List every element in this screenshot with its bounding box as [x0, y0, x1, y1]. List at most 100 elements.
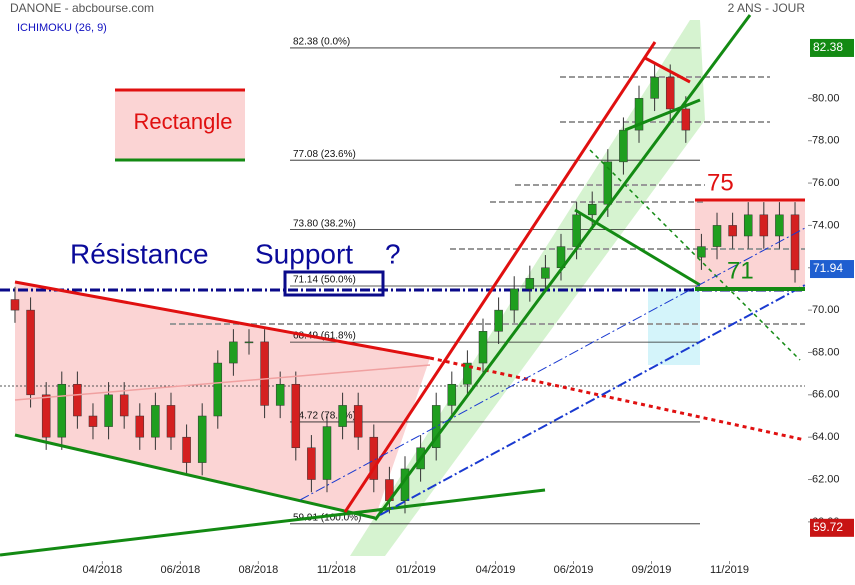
candle-body	[619, 129, 628, 163]
fib-label: 71.14 (50.0%)	[293, 275, 356, 286]
candle-body	[119, 394, 129, 417]
candle-body	[790, 214, 800, 271]
candle-body	[572, 214, 581, 247]
y-tick-label: 70.00	[812, 304, 840, 316]
candle-body	[41, 394, 51, 438]
fib-label: 77.08 (23.6%)	[293, 149, 356, 160]
candle-body	[775, 214, 784, 237]
price-box	[810, 260, 854, 279]
fib-label: 68.49 (61.8%)	[293, 331, 356, 342]
candle-body	[197, 415, 207, 463]
x-tick-label: 09/2019	[632, 564, 672, 576]
highlight-box	[283, 270, 385, 297]
candle-body	[681, 108, 691, 131]
candle-body	[431, 405, 441, 449]
candle-body	[57, 383, 67, 438]
candle-body	[88, 415, 98, 427]
candle-body	[494, 309, 503, 332]
gap-box	[648, 290, 700, 365]
candle-body	[135, 415, 145, 438]
candle-body	[369, 436, 379, 480]
x-tick-label: 06/2018	[160, 564, 200, 576]
period: 2 ANS - JOUR	[728, 1, 806, 15]
x-tick-label: 04/2019	[476, 564, 516, 576]
candle-body	[151, 405, 160, 438]
legend-rect	[115, 90, 245, 160]
candle-body	[213, 362, 223, 417]
x-tick-label: 11/2018	[317, 564, 356, 576]
trend-line	[14, 364, 431, 401]
candle-body	[166, 405, 176, 438]
x-tick-label: 04/2018	[82, 564, 122, 576]
y-tick-label: 64.00	[812, 431, 840, 443]
candle-body	[759, 214, 769, 237]
annotation: Rectangle	[133, 109, 232, 134]
candle-body	[260, 341, 269, 406]
annotation: Résistance	[70, 238, 209, 269]
annotation: Support	[255, 238, 353, 269]
candle-body	[322, 426, 332, 480]
price-box	[810, 38, 854, 57]
indicator: ICHIMOKU (26, 9)	[17, 22, 107, 34]
candle-body	[307, 447, 316, 480]
y-tick-label: 76.00	[812, 177, 840, 189]
fib-label: 59.91 (100.0%)	[293, 512, 361, 523]
candle-body	[275, 383, 285, 406]
candle-body	[541, 267, 550, 279]
trend-line	[624, 98, 701, 132]
candle-body	[478, 331, 488, 364]
candle-body	[743, 214, 753, 237]
trend-line	[379, 284, 806, 516]
y-tick-label: 74.00	[812, 219, 840, 231]
annotation: 75	[707, 169, 734, 196]
annotation: ?	[385, 238, 401, 269]
trend-line	[373, 14, 752, 521]
trend-line	[589, 149, 801, 361]
trend-line	[644, 56, 691, 84]
candle-body	[463, 362, 472, 385]
y-tick-label: 66.00	[812, 389, 840, 401]
candle-body	[244, 341, 254, 344]
fib-label: 73.80 (38.2%)	[293, 218, 356, 229]
y-tick-label: 68.00	[812, 346, 840, 358]
candle-body	[650, 76, 659, 99]
fib-label: 64.72 (78.6%)	[293, 411, 356, 422]
trend-line	[574, 208, 701, 287]
price-box	[810, 518, 854, 537]
x-tick-label: 01/2019	[396, 564, 436, 576]
trend-line	[14, 280, 431, 360]
y-tick-label: 80.00	[812, 92, 840, 104]
trend-line	[14, 433, 376, 520]
candle-body	[10, 299, 20, 311]
candle-body	[182, 436, 191, 463]
candle-body	[291, 383, 301, 449]
candle-body	[229, 341, 238, 364]
candle-body	[728, 225, 737, 237]
x-tick-label: 08/2018	[238, 564, 278, 576]
annotation: 71	[727, 257, 754, 284]
candle-body	[587, 203, 597, 216]
price-label: 59.72	[813, 520, 843, 534]
candle-body	[634, 98, 644, 131]
candle-body	[73, 383, 82, 417]
price-label: 71.94	[813, 261, 843, 275]
candle-body	[712, 225, 722, 247]
chart-title: DANONE - abcbourse.com	[10, 1, 154, 15]
y-tick-label: 62.00	[812, 473, 840, 485]
candle-body	[665, 76, 675, 110]
trend-line	[343, 41, 657, 513]
candle-body	[26, 309, 35, 396]
candle-body	[338, 405, 347, 427]
candle-body	[525, 278, 535, 290]
candle-body	[697, 246, 706, 258]
y-tick-label: 78.00	[812, 135, 840, 147]
price-label: 82.38	[813, 40, 843, 54]
candle-body	[447, 383, 457, 406]
trend-line	[299, 227, 806, 501]
trend-line	[0, 488, 546, 557]
x-tick-label: 11/2019	[710, 564, 749, 576]
candle-body	[353, 405, 363, 438]
candle-body	[509, 288, 519, 311]
candle-body	[104, 394, 113, 427]
